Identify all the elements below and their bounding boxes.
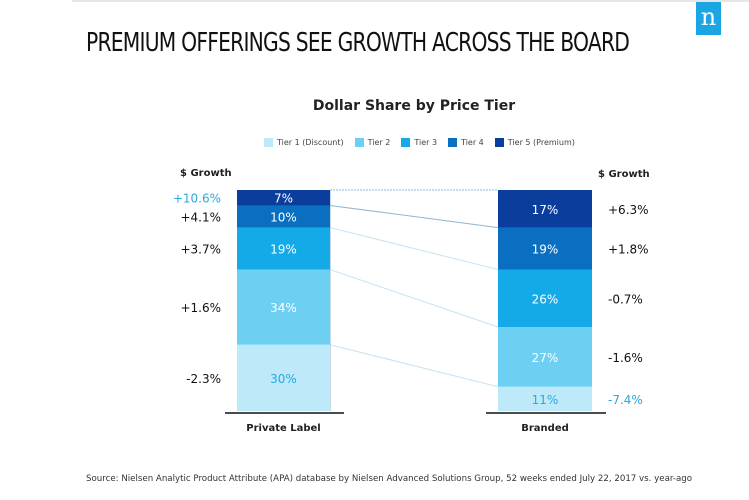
connector-line <box>329 269 499 328</box>
legend-swatch <box>354 138 364 147</box>
segment-value-label: 11% <box>532 393 559 407</box>
legend-item: Tier 2 <box>354 138 391 147</box>
bar-segment <box>498 327 592 387</box>
bar-segment <box>498 269 592 328</box>
bar-segment <box>498 386 592 411</box>
bar-segment <box>237 227 330 270</box>
legend-swatch <box>264 138 273 147</box>
segment-value-label: 26% <box>532 292 559 306</box>
growth-label: +3.7% <box>180 243 221 257</box>
segment-value-label: 19% <box>270 243 297 257</box>
segment-value-label: 17% <box>532 203 559 217</box>
legend-swatch <box>401 138 411 147</box>
growth-label: +4.1% <box>180 211 221 225</box>
chart-legend: Tier 1 (Discount) Tier 2 Tier 3 Tier 4 Tier … <box>264 138 575 147</box>
bar-segment <box>237 344 330 411</box>
connector-line <box>329 204 499 229</box>
growth-label: +10.6% <box>173 192 221 206</box>
growth-header-left: $ Growth <box>180 168 232 179</box>
chart-title: Dollar Share by Price Tier <box>312 98 516 114</box>
segment-value-label: 27% <box>532 351 559 365</box>
legend-swatch <box>448 138 458 147</box>
bar-segment <box>237 190 330 206</box>
segment-value-label: 7% <box>274 192 293 206</box>
legend-item: Tier 3 <box>401 138 437 147</box>
bar-segment <box>498 190 592 228</box>
legend-label: Tier 4 <box>461 138 484 147</box>
segment-value-label: 10% <box>270 211 297 225</box>
legend-item: Tier 4 <box>448 138 484 147</box>
growth-label: -2.3% <box>186 372 221 386</box>
legend-item: Tier 1 (Discount) <box>264 138 344 147</box>
legend-label: Tier 1 (Discount) <box>277 138 344 147</box>
category-label: Branded <box>521 423 569 434</box>
growth-label: +1.6% <box>180 301 221 315</box>
growth-header-right: $ Growth <box>598 169 650 180</box>
growth-label: -0.7% <box>608 292 643 306</box>
legend-item: Tier 5 (Premium) <box>494 138 575 147</box>
connector-line <box>329 344 499 388</box>
legend-label: Tier 5 (Premium) <box>507 138 575 147</box>
bar-segment <box>498 227 592 270</box>
segment-value-label: 30% <box>270 372 297 386</box>
bar-segment <box>237 269 330 345</box>
legend-label: Tier 2 <box>367 138 391 147</box>
growth-label: -7.4% <box>608 393 643 407</box>
category-label: Private Label <box>246 423 321 434</box>
legend-label: Tier 3 <box>414 138 438 147</box>
page-title: PREMIUM OFFERINGS SEE GROWTH ACROSS THE … <box>86 28 630 58</box>
growth-label: -1.6% <box>608 351 643 365</box>
segment-value-label: 19% <box>532 243 559 257</box>
connector-line <box>329 227 499 271</box>
nielsen-logo-icon: n <box>696 2 721 35</box>
bar-segment <box>237 205 330 228</box>
top-divider <box>72 0 749 2</box>
growth-label: +6.3% <box>608 203 649 217</box>
legend-swatch <box>494 138 504 147</box>
growth-label: +1.8% <box>608 243 649 257</box>
segment-value-label: 34% <box>270 301 297 315</box>
source-note: Source: Nielsen Analytic Product Attribu… <box>86 473 693 484</box>
